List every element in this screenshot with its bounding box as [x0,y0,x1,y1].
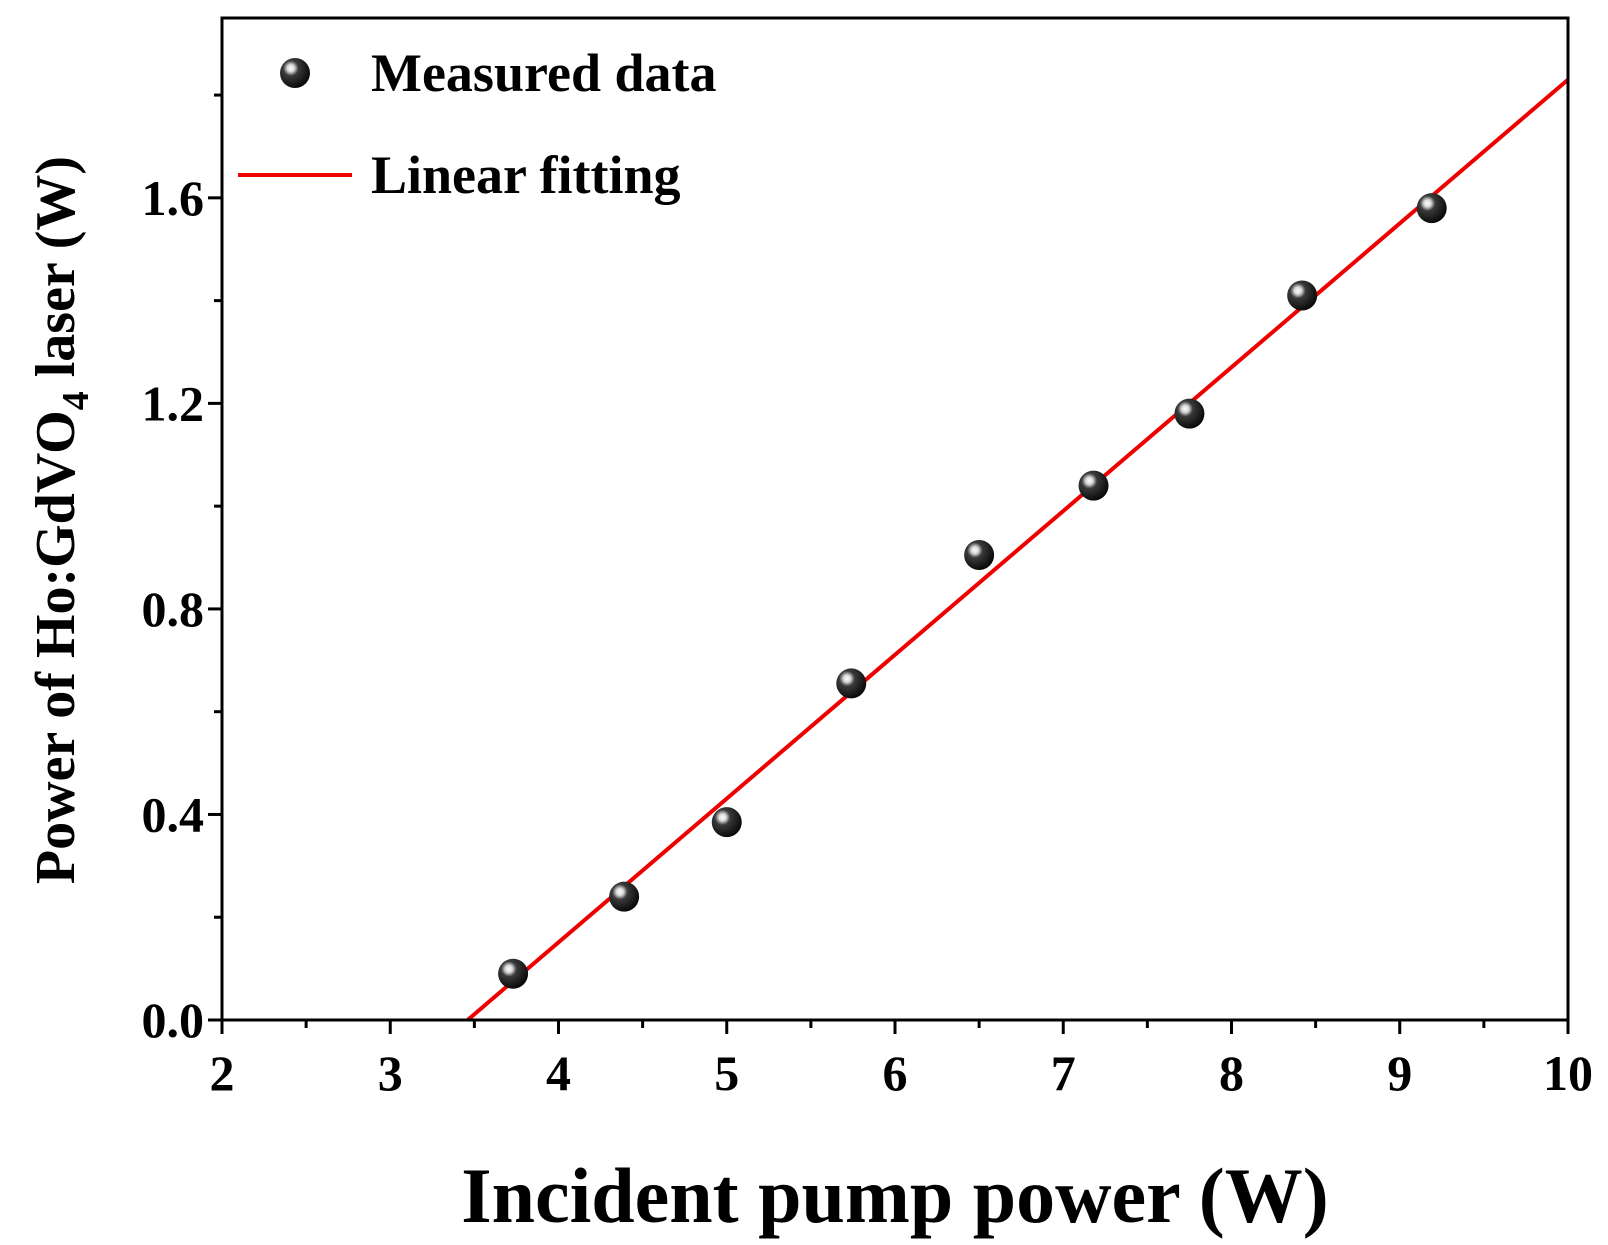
x-tick-label: 3 [378,1045,403,1101]
y-axis-ticks: 0.0 0.4 0.8 1.2 1.6 [142,93,222,1048]
x-tick-label: 6 [883,1045,908,1101]
y-axis-label-prefix: Power of Ho:GdVO [25,410,87,884]
fit-line [466,78,1570,1022]
data-point [1416,193,1447,224]
x-axis-ticks: 2 3 4 5 6 7 8 9 10 [210,1020,1593,1101]
data-point [711,807,742,838]
data-point [609,881,640,912]
y-tick-label: 0.0 [142,992,205,1048]
data-point [1174,398,1205,429]
legend: Measured data Linear fitting [238,43,717,205]
x-tick-label: 5 [714,1045,739,1101]
x-tick-label: 9 [1387,1045,1412,1101]
y-tick-label: 1.6 [142,170,205,226]
data-point [498,958,529,989]
data-point [1287,280,1318,311]
x-tick-label: 4 [546,1045,571,1101]
data-point [1078,470,1109,501]
legend-label-fit: Linear fitting [371,145,681,205]
y-tick-label: 0.8 [142,581,205,637]
fit-layer [466,78,1570,1022]
y-axis-label: Power of Ho:GdVO4 laser (W) [25,156,97,884]
legend-label-measured: Measured data [371,43,717,103]
x-tick-label: 7 [1051,1045,1076,1101]
x-tick-label: 10 [1543,1045,1593,1101]
y-tick-label: 0.4 [142,786,205,842]
x-tick-label: 2 [210,1045,235,1101]
legend-marker-measured [280,58,310,88]
y-axis-label-suffix: laser (W) [25,156,87,391]
data-point [964,539,995,570]
data-point [836,668,867,699]
y-axis-label-subscript: 4 [55,391,97,410]
y-tick-label: 1.2 [142,375,205,431]
points-layer [498,193,1447,989]
x-tick-label: 8 [1219,1045,1244,1101]
x-axis-label: Incident pump power (W) [461,1152,1328,1239]
